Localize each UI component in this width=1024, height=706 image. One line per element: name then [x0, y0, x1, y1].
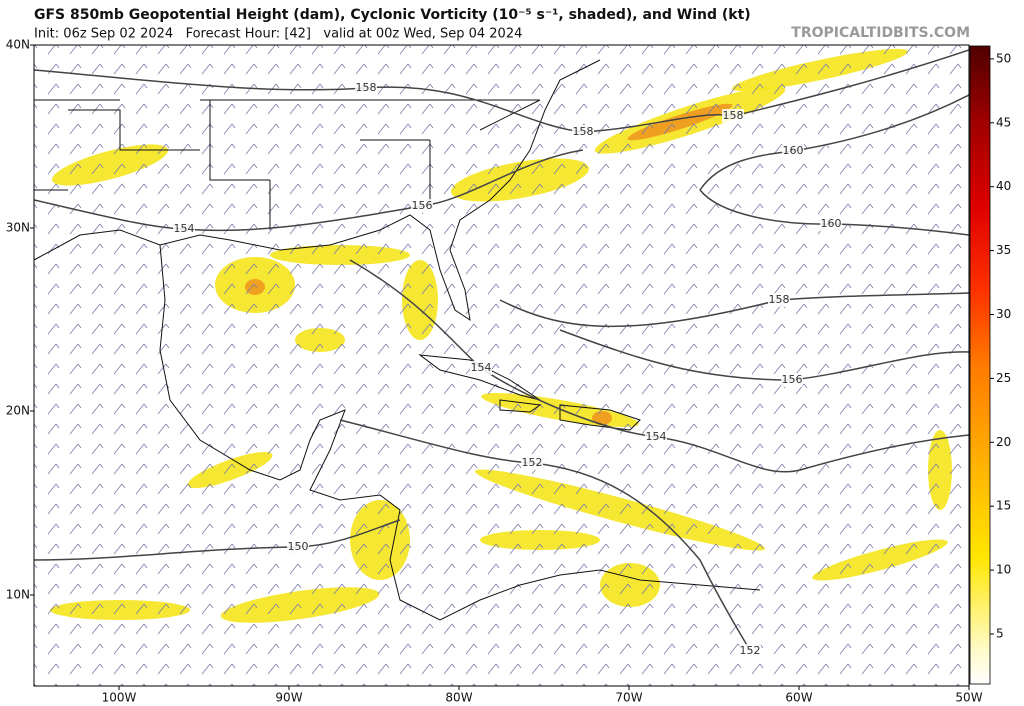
contour-label-bg	[781, 373, 803, 387]
contour-label-bg	[739, 644, 761, 658]
lon-label: 60W	[785, 691, 812, 705]
colorbar-tick-label: 40	[996, 179, 1011, 193]
colorbar-tick-label: 25	[996, 371, 1011, 385]
colorbar	[969, 45, 991, 685]
colorbar-tick-label: 35	[996, 243, 1011, 257]
contour-label: 154	[174, 222, 195, 235]
lon-label: 70W	[615, 691, 642, 705]
contour-label: 158	[723, 109, 744, 122]
watermark: TROPICALTIDBITS.COM	[791, 25, 970, 41]
contour-label: 152	[740, 644, 761, 657]
colorbar-tick-label: 45	[996, 115, 1011, 129]
colorbar-tick-label: 50	[996, 51, 1011, 65]
labels: 40N 30N 20N 10N 100W 90W 80W 70W 60W 50W 158 158 158…	[6, 38, 1012, 705]
contour-label: 156	[412, 199, 433, 212]
contour-label: 160	[821, 217, 842, 230]
lon-label: 100W	[102, 691, 137, 705]
lat-label: 30N	[6, 221, 30, 235]
contour-label: 152	[522, 456, 543, 469]
contour-label: 158	[356, 81, 377, 94]
colorbar-tick-label: 10	[996, 563, 1011, 577]
contour-label: 154	[471, 361, 492, 374]
map-frame	[33, 44, 970, 687]
contour-label-bg	[355, 81, 377, 95]
title: GFS 850mb Geopotential Height (dam), Cyc…	[34, 7, 751, 23]
contour-label: 150	[288, 540, 309, 553]
contour-label-bg	[572, 125, 594, 139]
wind-barbs	[34, 45, 969, 686]
contour-label: 160	[783, 144, 804, 157]
lon-label: 80W	[445, 691, 472, 705]
contour-label-bg	[645, 430, 667, 444]
contour-label-bg	[521, 456, 543, 470]
colorbar-tick-label: 20	[996, 435, 1011, 449]
contour-label: 158	[573, 125, 594, 138]
contour-label-bg	[782, 144, 804, 158]
lat-label: 40N	[6, 38, 30, 52]
lon-label: 90W	[275, 691, 302, 705]
colorbar-tick-label: 30	[996, 307, 1011, 321]
map-area	[34, 45, 969, 686]
colorbar-tick-label: 5	[996, 627, 1004, 641]
contour-label-bg	[470, 361, 492, 375]
contour-label-bg	[820, 217, 842, 231]
contour-label-bg	[411, 199, 433, 213]
lat-label: 10N	[6, 588, 30, 602]
colorbar-tick-label: 15	[996, 499, 1011, 513]
contour-label-bg	[173, 222, 195, 236]
lat-label: 20N	[6, 404, 30, 418]
contour-label-bg	[287, 540, 309, 554]
contour-label: 154	[646, 430, 667, 443]
subtitle: Init: 06z Sep 02 2024 Forecast Hour: [42…	[34, 27, 522, 42]
contour-label-bg	[722, 109, 744, 123]
contour-label: 156	[782, 373, 803, 386]
height-contours	[34, 49, 969, 652]
contour-label-bg	[768, 293, 790, 307]
lon-label: 50W	[955, 691, 982, 705]
contour-label: 158	[769, 293, 790, 306]
